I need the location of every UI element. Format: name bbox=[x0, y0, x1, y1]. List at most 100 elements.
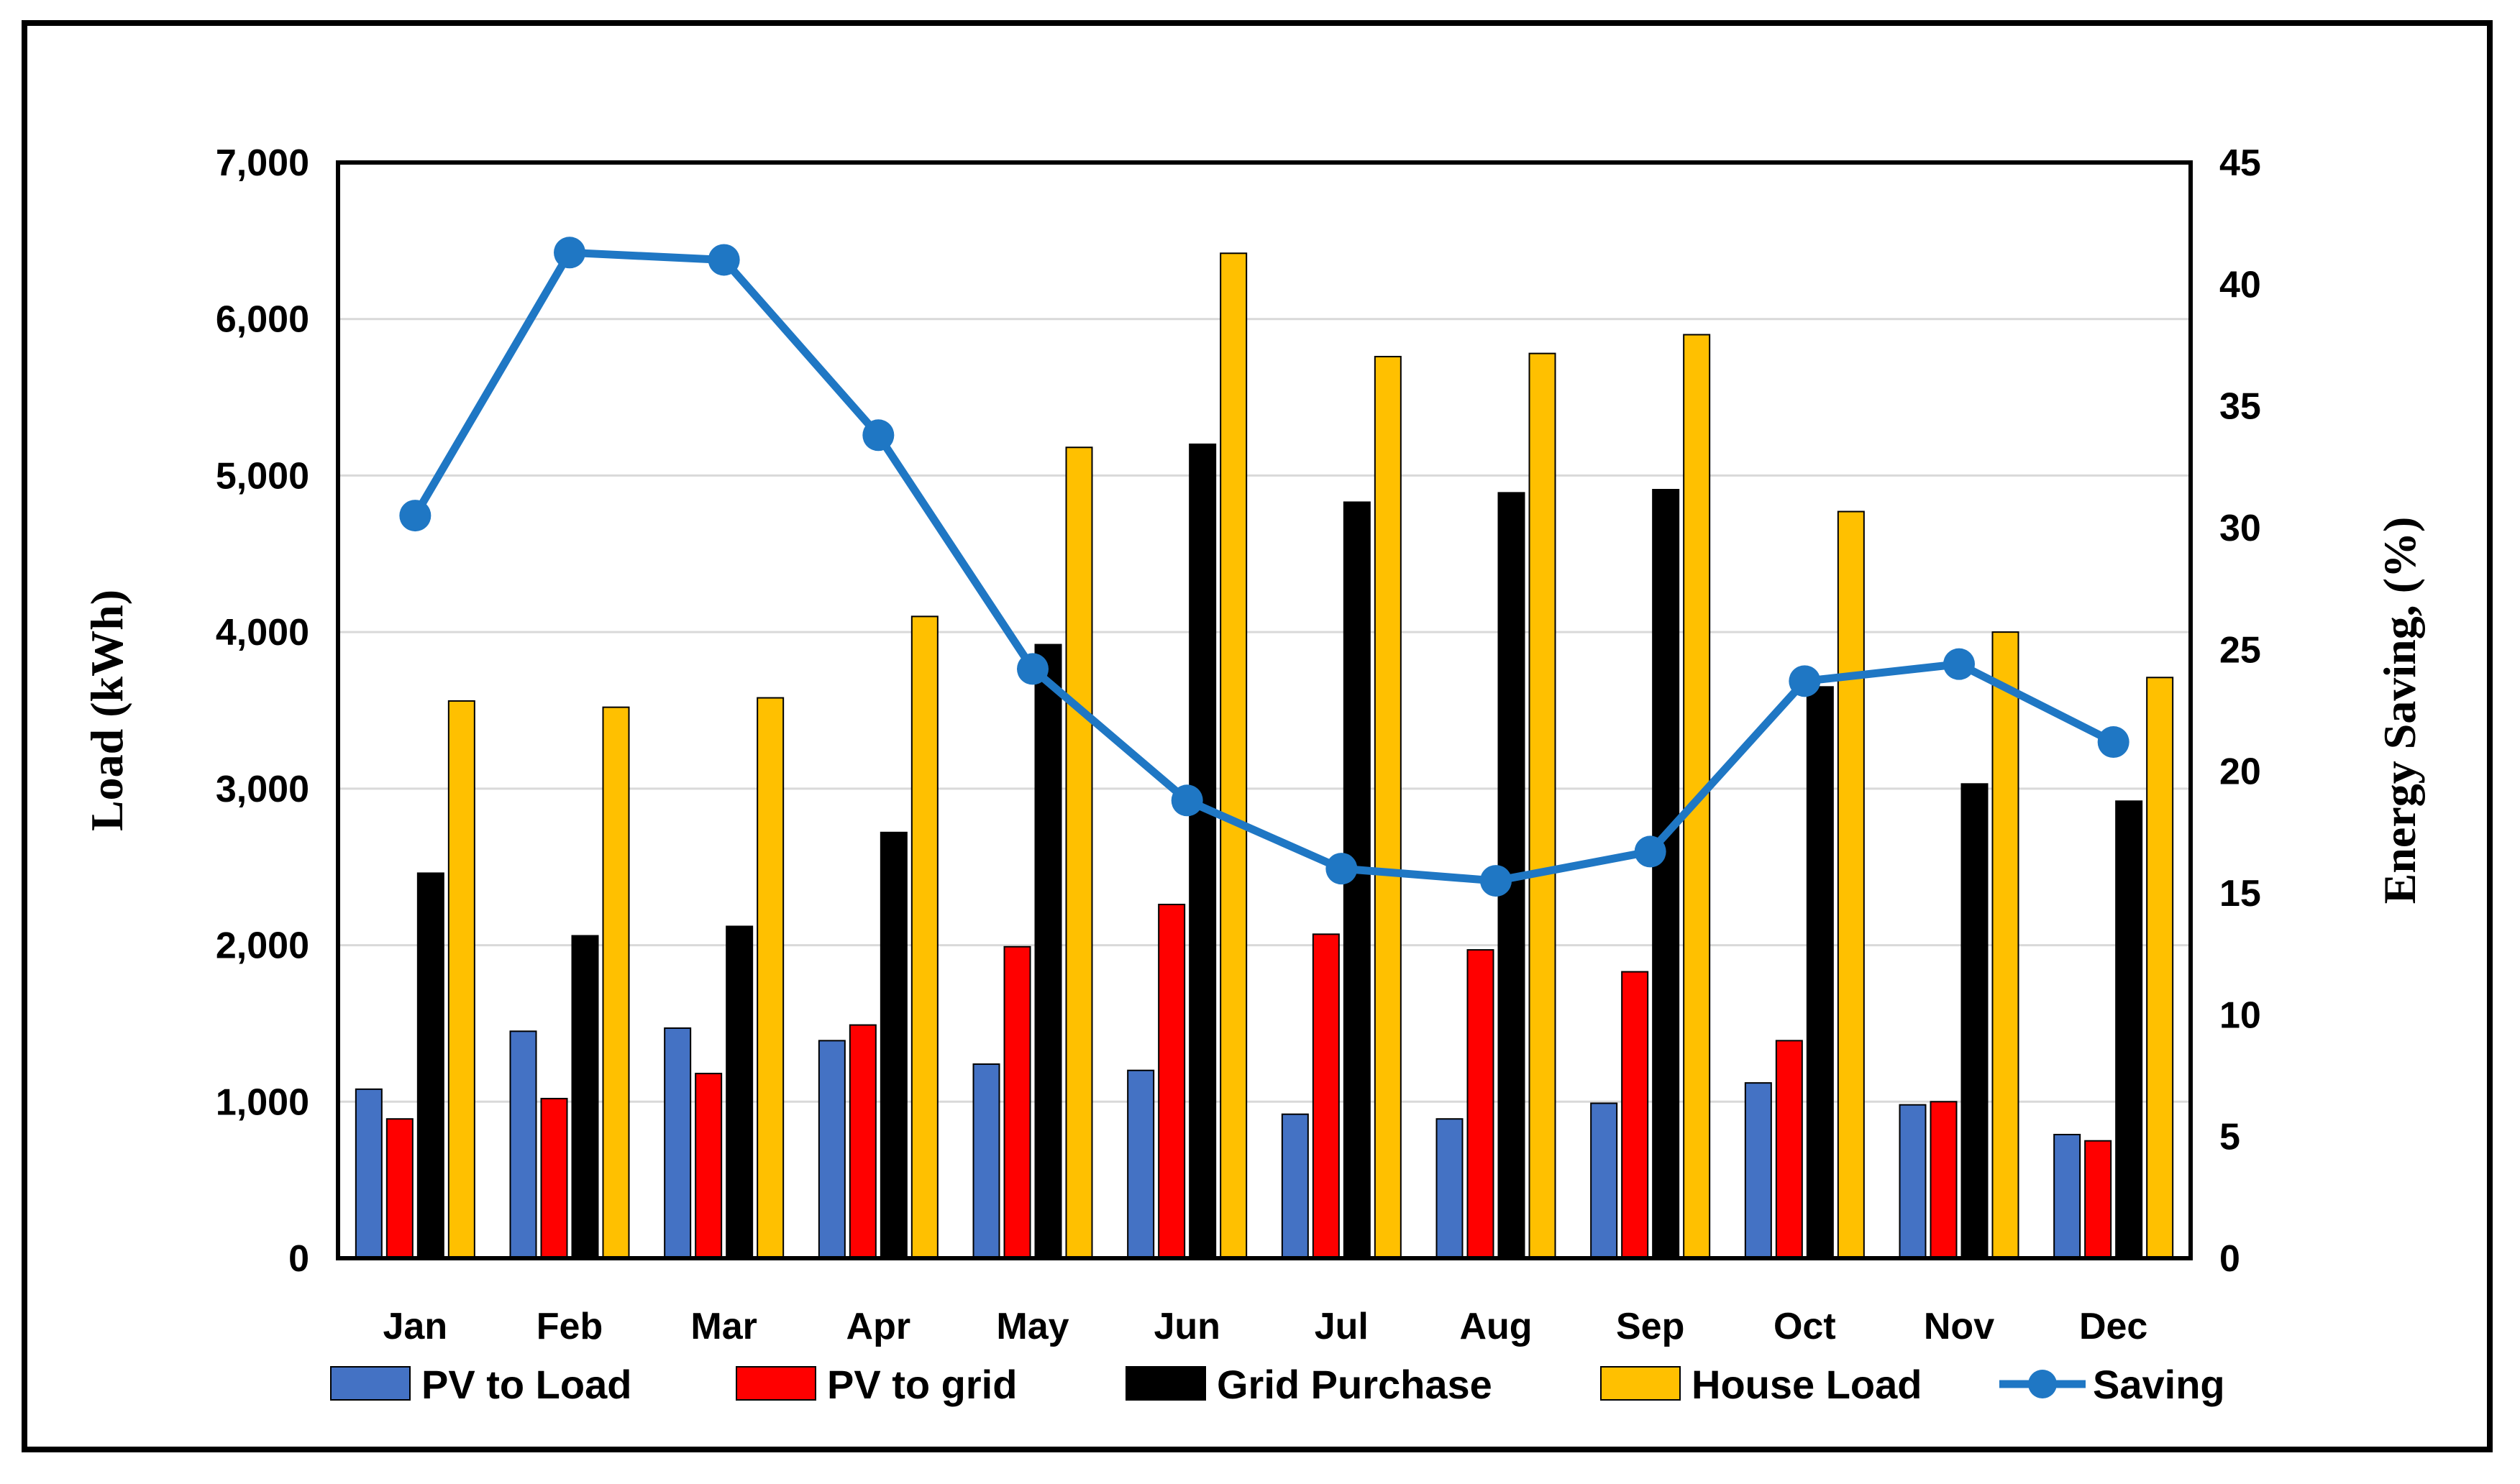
bar-house-load bbox=[1528, 352, 1556, 1259]
bar-pv-to-grid bbox=[1312, 933, 1340, 1259]
bar-grid-purchase bbox=[1960, 783, 1989, 1259]
x-tick-label: Nov bbox=[1924, 1306, 1994, 1347]
axes: 0 1,000 2,000 3,000 4,000 5,000 6,000 7,000 0 5 10… bbox=[216, 142, 2261, 1347]
bar-grid-purchase bbox=[726, 925, 754, 1259]
saving-point bbox=[1480, 865, 1512, 897]
y2-tick-label: 40 bbox=[2219, 264, 2261, 306]
bar-pv-to-grid bbox=[849, 1024, 877, 1259]
legend-swatch-pv-to-load bbox=[330, 1366, 411, 1401]
x-tick-label: Apr bbox=[846, 1306, 911, 1347]
x-tick-label: Aug bbox=[1459, 1306, 1532, 1347]
bar-house-load bbox=[1837, 510, 1865, 1260]
bar-pv-to-grid bbox=[1621, 971, 1649, 1260]
bar-pv-to-load bbox=[509, 1030, 537, 1260]
x-tick-label: Feb bbox=[537, 1306, 603, 1347]
y-axis-title: Load (kWh) bbox=[81, 590, 132, 831]
saving-point bbox=[1943, 648, 1975, 680]
bar-grid-purchase bbox=[1652, 489, 1680, 1259]
saving-point bbox=[554, 237, 585, 269]
x-tick-label: May bbox=[996, 1306, 1069, 1347]
legend-label-pv-to-load: PV to Load bbox=[421, 1362, 631, 1407]
legend: PV to Load PV to grid Grid Purchase House L… bbox=[330, 1362, 2225, 1407]
y-tick-label: 3,000 bbox=[216, 769, 309, 810]
y-tick-label: 1,000 bbox=[216, 1081, 309, 1123]
y2-axis-title: Energy Saving, (%) bbox=[2374, 517, 2425, 904]
bar-grid-purchase bbox=[571, 935, 599, 1259]
y-tick-label: 5,000 bbox=[216, 455, 309, 497]
legend-label-house-load: House Load bbox=[1692, 1362, 1922, 1407]
y-tick-label: 4,000 bbox=[216, 612, 309, 654]
bar-house-load bbox=[447, 700, 475, 1259]
saving-point bbox=[1789, 665, 1821, 697]
y2-tick-label: 10 bbox=[2219, 994, 2261, 1036]
bar-pv-to-load bbox=[1744, 1082, 1772, 1260]
bar-pv-to-load bbox=[972, 1063, 1000, 1260]
bar-house-load bbox=[1374, 355, 1402, 1260]
bar-grid-purchase bbox=[1034, 643, 1062, 1259]
y2-tick-label: 5 bbox=[2219, 1117, 2240, 1158]
saving-point bbox=[1017, 653, 1049, 685]
bar-pv-to-grid bbox=[1775, 1040, 1803, 1260]
y-tick-label: 0 bbox=[288, 1238, 309, 1280]
bar-house-load bbox=[1220, 252, 1248, 1259]
saving-line-path bbox=[411, 248, 2116, 885]
gridlines bbox=[338, 318, 2191, 1103]
bar-pv-to-grid bbox=[385, 1118, 414, 1259]
bar-pv-to-load bbox=[1127, 1069, 1155, 1259]
bar-pv-to-load bbox=[1590, 1102, 1618, 1260]
y2-tick-label: 35 bbox=[2219, 386, 2261, 428]
y2-tick-label: 30 bbox=[2219, 508, 2261, 549]
legend-swatch-grid-purchase bbox=[1126, 1366, 1206, 1401]
bar-pv-to-grid bbox=[1930, 1101, 1958, 1260]
bar-grid-purchase bbox=[1806, 686, 1834, 1259]
bar-pv-to-grid bbox=[1003, 945, 1031, 1259]
y2-tick-label: 20 bbox=[2219, 751, 2261, 793]
saving-point bbox=[862, 419, 895, 452]
bar-pv-to-load bbox=[1899, 1104, 1927, 1260]
legend-label-saving: Saving bbox=[2093, 1362, 2225, 1407]
bar-grid-purchase bbox=[416, 872, 444, 1259]
y2-tick-label: 45 bbox=[2219, 142, 2261, 184]
bar-grid-purchase bbox=[1189, 443, 1217, 1259]
bar-pv-to-grid bbox=[2084, 1140, 2112, 1259]
bars bbox=[355, 252, 2174, 1260]
x-tick-label: Sep bbox=[1616, 1306, 1684, 1347]
bar-grid-purchase bbox=[880, 831, 908, 1259]
bar-house-load bbox=[2146, 677, 2174, 1259]
bar-pv-to-load bbox=[1281, 1113, 1309, 1260]
y2-tick-label: 25 bbox=[2219, 629, 2261, 671]
y-tick-label: 7,000 bbox=[216, 142, 309, 184]
bar-house-load bbox=[910, 615, 939, 1259]
saving-point bbox=[708, 244, 740, 276]
x-tick-label: Oct bbox=[1773, 1306, 1836, 1347]
legend-label-grid-purchase: Grid Purchase bbox=[1217, 1362, 1492, 1407]
saving-point bbox=[1171, 784, 1203, 817]
legend-marker-saving bbox=[2028, 1370, 2057, 1398]
y-tick-label: 6,000 bbox=[216, 299, 309, 341]
bar-pv-to-load bbox=[664, 1027, 692, 1259]
saving-point bbox=[399, 500, 432, 532]
x-tick-label: Jan bbox=[383, 1306, 448, 1347]
bar-house-load bbox=[602, 706, 630, 1259]
saving-line bbox=[399, 237, 2129, 897]
bar-house-load bbox=[1065, 446, 1093, 1259]
bar-pv-to-grid bbox=[540, 1097, 568, 1259]
bar-house-load bbox=[757, 697, 785, 1259]
bar-pv-to-load bbox=[1435, 1118, 1464, 1259]
x-tick-label: Dec bbox=[2079, 1306, 2147, 1347]
bar-pv-to-load bbox=[355, 1088, 383, 1259]
legend-label-pv-to-grid: PV to grid bbox=[827, 1362, 1017, 1407]
x-tick-label: Mar bbox=[690, 1306, 757, 1347]
legend-swatch-pv-to-grid bbox=[736, 1366, 816, 1401]
saving-point bbox=[2097, 726, 2129, 759]
y-tick-label: 2,000 bbox=[216, 925, 309, 967]
y2-tick-label: 15 bbox=[2219, 873, 2261, 915]
bar-pv-to-grid bbox=[1158, 903, 1186, 1259]
bar-pv-to-grid bbox=[1466, 949, 1494, 1260]
bar-pv-to-grid bbox=[695, 1073, 723, 1260]
plot-area-border bbox=[336, 160, 2193, 1260]
bar-grid-purchase bbox=[2115, 800, 2143, 1259]
x-tick-label: Jul bbox=[1315, 1306, 1369, 1347]
bar-house-load bbox=[1991, 631, 2019, 1259]
